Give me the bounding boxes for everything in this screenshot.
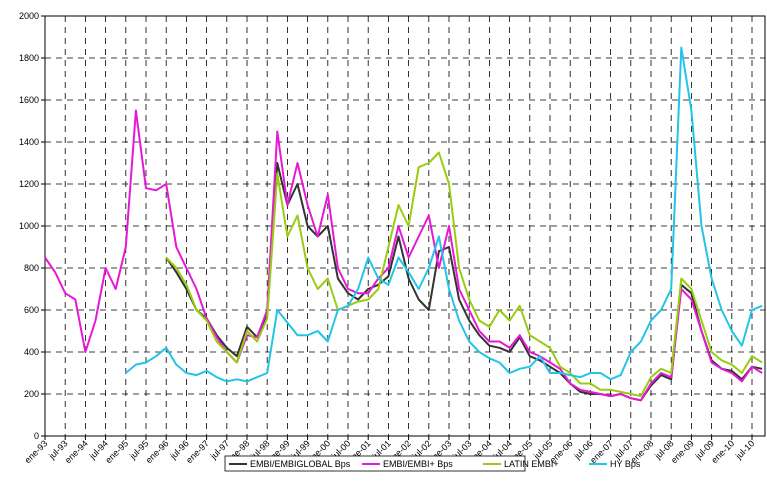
x-tick-label: ene-10 xyxy=(709,438,736,465)
legend-label: HY Bps xyxy=(610,459,641,469)
x-tick-label: ene-97 xyxy=(184,438,211,465)
series-line xyxy=(165,162,763,402)
y-tick-label: 1200 xyxy=(19,179,39,189)
x-tick-label: ene-09 xyxy=(669,438,696,465)
y-tick-label: 1600 xyxy=(19,95,39,105)
plot-frame xyxy=(44,15,766,437)
y-tick-label: 0 xyxy=(34,431,39,441)
legend-label: EMBI/EMBIGLOBAL Bps xyxy=(250,459,351,469)
series-line xyxy=(44,109,763,402)
y-tick-label: 1400 xyxy=(19,137,39,147)
y-tick-label: 200 xyxy=(24,389,39,399)
y-tick-label: 1000 xyxy=(19,221,39,231)
y-tick-label: 800 xyxy=(24,263,39,273)
y-tick-label: 400 xyxy=(24,347,39,357)
y-tick-label: 1800 xyxy=(19,53,39,63)
x-tick-label: ene-93 xyxy=(23,438,50,465)
x-tick-label: ene-94 xyxy=(63,438,90,465)
x-tick-label: ene-96 xyxy=(144,438,171,465)
legend-label: LATIN EMBI+ xyxy=(504,459,559,469)
y-tick-label: 600 xyxy=(24,305,39,315)
series-line xyxy=(165,151,763,398)
series-line xyxy=(125,46,763,383)
x-tick-label: ene-95 xyxy=(103,438,130,465)
x-tick-label: jul-10 xyxy=(733,438,756,461)
y-tick-label: 2000 xyxy=(19,11,39,21)
legend-label: EMBI/EMBI+ Bps xyxy=(383,459,453,469)
